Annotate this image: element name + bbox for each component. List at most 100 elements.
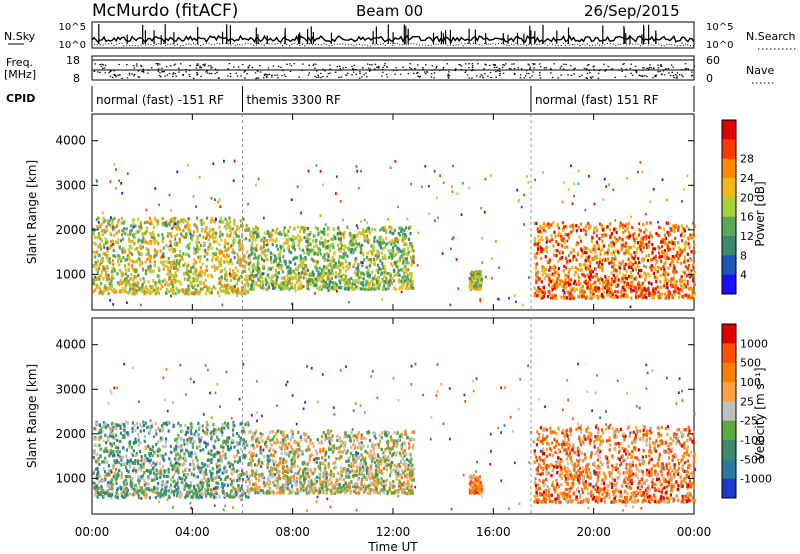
nave-dot	[497, 70, 499, 72]
echo-cell	[218, 277, 221, 281]
echo-cell	[688, 264, 691, 268]
echo-cell	[94, 255, 97, 259]
echo-cell	[407, 246, 410, 250]
echo-cell	[581, 285, 585, 289]
nave-dot	[285, 75, 287, 77]
echo-cell	[455, 258, 458, 261]
echo-cell	[629, 274, 632, 278]
echo-cell	[564, 296, 567, 300]
echo-cell	[670, 277, 673, 281]
echo-cell	[402, 232, 405, 236]
echo-cell	[653, 275, 657, 279]
echo-cell	[194, 290, 197, 294]
nave-dot	[185, 71, 187, 73]
echo-cell	[290, 282, 294, 286]
nave-dot	[185, 68, 187, 71]
echo-cell	[613, 227, 616, 231]
echo-cell	[137, 238, 140, 242]
echo-cell	[159, 249, 162, 253]
echo-cell	[331, 268, 334, 272]
echo-cell	[644, 242, 647, 246]
echo-cell	[219, 260, 223, 264]
echo-cell	[235, 228, 238, 231]
echo-cell	[348, 242, 351, 246]
nave-dot	[257, 77, 260, 79]
echo-cell	[660, 295, 663, 299]
echo-cell	[235, 282, 238, 286]
echo-cell	[225, 273, 228, 277]
echo-cell	[153, 485, 156, 489]
echo-cell	[100, 447, 103, 451]
echo-cell	[661, 292, 664, 296]
echo-cell	[642, 259, 645, 263]
echo-cell	[396, 273, 399, 277]
echo-cell	[170, 287, 173, 291]
echo-cell	[245, 228, 248, 232]
echo-cell	[568, 268, 571, 272]
echo-cell	[365, 287, 368, 291]
nave-dot	[468, 63, 470, 65]
echo-cell	[398, 287, 401, 291]
echo-cell	[361, 243, 364, 247]
echo-cell	[121, 486, 124, 490]
echo-cell	[395, 236, 398, 241]
echo-cell	[229, 268, 232, 272]
echo-cell	[565, 266, 568, 270]
echo-cell	[270, 279, 273, 283]
echo-cell	[659, 274, 662, 278]
echo-cell	[655, 232, 658, 236]
echo-cell	[641, 170, 644, 174]
echo-cell	[411, 256, 414, 260]
echo-cell	[344, 287, 347, 291]
echo-cell	[321, 271, 324, 275]
echo-cell	[106, 493, 109, 497]
echo-cell	[639, 295, 642, 299]
echo-cell	[203, 242, 206, 246]
echo-cell	[480, 274, 483, 278]
echo-cell	[553, 296, 556, 300]
echo-cell	[93, 241, 96, 245]
echo-cell	[540, 256, 543, 261]
echo-cell	[652, 271, 655, 275]
echo-cell	[142, 276, 145, 281]
echo-cell	[136, 250, 140, 254]
echo-cell	[577, 282, 580, 286]
echo-cell	[142, 462, 145, 466]
echo-cell	[201, 287, 204, 291]
echo-cell	[541, 290, 544, 294]
echo-cell	[331, 242, 334, 246]
echo-cell	[537, 290, 540, 294]
echo-cell	[375, 287, 378, 291]
nave-dot	[532, 71, 534, 73]
echo-cell	[594, 267, 597, 271]
echo-cell	[164, 223, 167, 227]
echo-cell	[267, 248, 270, 252]
echo-cell	[220, 477, 223, 482]
echo-cell	[212, 493, 215, 497]
nave-dot	[251, 69, 254, 71]
echo-cell	[561, 200, 564, 204]
echo-cell	[411, 261, 414, 265]
echo-cell	[638, 228, 641, 232]
echo-cell	[183, 484, 186, 489]
echo-cell	[94, 275, 96, 279]
echo-cell	[276, 227, 279, 231]
echo-cell	[167, 257, 170, 261]
echo-cell	[259, 247, 262, 251]
nave-dot	[643, 67, 645, 69]
echo-cell	[257, 278, 260, 282]
echo-cell	[367, 226, 370, 230]
echo-cell	[107, 274, 110, 278]
echo-cell	[196, 464, 199, 468]
echo-cell	[649, 200, 652, 203]
echo-cell	[600, 278, 604, 282]
nave-dot	[532, 63, 534, 65]
echo-cell	[324, 285, 327, 289]
echo-cell	[145, 252, 148, 256]
nave-dot	[446, 63, 448, 65]
echo-cell	[627, 235, 630, 239]
echo-cell	[162, 492, 165, 496]
echo-cell	[128, 284, 131, 288]
echo-cell	[259, 280, 262, 284]
echo-cell	[402, 267, 405, 271]
